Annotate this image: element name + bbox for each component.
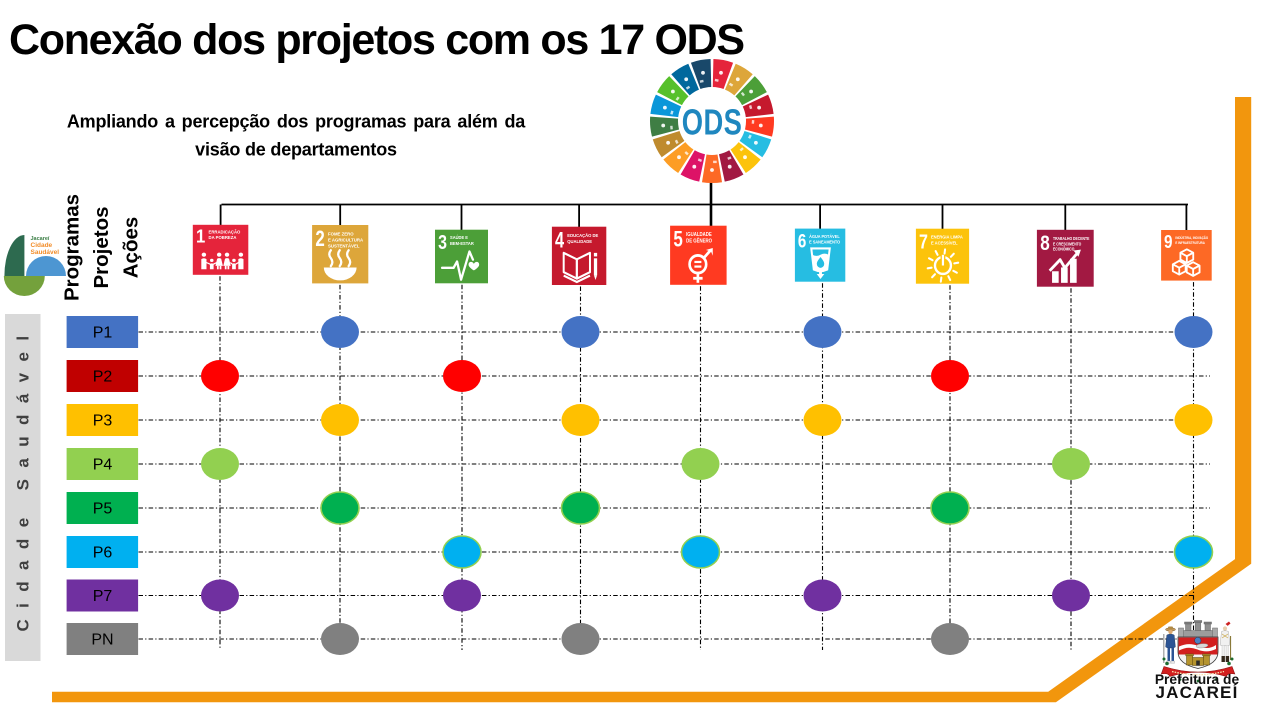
svg-text:P7: P7 xyxy=(93,588,113,605)
svg-text:P2: P2 xyxy=(93,369,113,386)
svg-text:Prefeitura de: Prefeitura de xyxy=(1155,672,1240,687)
svg-text:INDÚSTRIA, INOVAÇÃO: INDÚSTRIA, INOVAÇÃO xyxy=(1175,235,1208,241)
svg-text:BEM-ESTAR: BEM-ESTAR xyxy=(450,241,475,246)
svg-text:Ampliando a percepção dos prog: Ampliando a percepção dos programas para… xyxy=(67,112,526,132)
svg-text:Conexão dos projetos com os 17: Conexão dos projetos com os 17 ODS xyxy=(9,16,744,64)
svg-text:P6: P6 xyxy=(93,545,113,562)
svg-text:7: 7 xyxy=(919,229,928,252)
svg-text:Saudável: Saudável xyxy=(31,249,60,256)
svg-text:DE GÊNERO: DE GÊNERO xyxy=(686,236,712,243)
svg-text:P3: P3 xyxy=(93,413,113,430)
svg-text:E CRESCIMENTO: E CRESCIMENTO xyxy=(1053,242,1081,246)
svg-text:5: 5 xyxy=(673,228,682,253)
svg-text:P5: P5 xyxy=(93,501,113,518)
svg-text:E AGRICULTURA: E AGRICULTURA xyxy=(328,237,364,242)
svg-text:P1: P1 xyxy=(93,325,113,342)
svg-text:Projetos: Projetos xyxy=(90,206,113,288)
svg-text:P4: P4 xyxy=(93,457,113,474)
svg-text:9: 9 xyxy=(1164,230,1172,252)
svg-text:ÁGUA POTÁVEL: ÁGUA POTÁVEL xyxy=(809,234,840,239)
svg-text:2: 2 xyxy=(315,227,325,252)
svg-text:E ACESSÍVEL: E ACESSÍVEL xyxy=(931,240,958,245)
svg-text:PN: PN xyxy=(91,632,113,649)
svg-text:3: 3 xyxy=(438,231,447,253)
svg-text:ERRADICAÇÃO: ERRADICAÇÃO xyxy=(209,230,242,235)
svg-text:ODS: ODS xyxy=(682,102,742,143)
svg-text:TRABALHO DECENTE: TRABALHO DECENTE xyxy=(1053,237,1090,241)
svg-text:8: 8 xyxy=(1040,232,1050,255)
svg-text:Jacareí: Jacareí xyxy=(31,236,50,242)
svg-text:E SANEAMENTO: E SANEAMENTO xyxy=(809,239,841,244)
svg-text:Programas: Programas xyxy=(61,194,84,301)
svg-text:4: 4 xyxy=(555,229,564,253)
svg-text:ENERGIA LIMPA: ENERGIA LIMPA xyxy=(931,234,964,239)
svg-text:SAÚDE E: SAÚDE E xyxy=(450,235,468,240)
svg-text:IGUALDADE: IGUALDADE xyxy=(686,232,712,237)
svg-text:JACAREÍ: JACAREÍ xyxy=(1155,683,1238,702)
svg-text:FOME ZERO: FOME ZERO xyxy=(328,231,354,236)
svg-text:visão de departamentos: visão de departamentos xyxy=(195,140,397,160)
svg-text:DA POBREZA: DA POBREZA xyxy=(209,235,237,240)
svg-text:QUALIDADE: QUALIDADE xyxy=(567,239,592,244)
svg-text:SUSTENTÁVEL: SUSTENTÁVEL xyxy=(328,242,360,248)
svg-text:Ações: Ações xyxy=(120,217,143,279)
svg-text:EDUCAÇÃO DE: EDUCAÇÃO DE xyxy=(567,232,598,238)
svg-text:Cidade: Cidade xyxy=(31,242,53,249)
svg-text:ECONÔMICO: ECONÔMICO xyxy=(1053,246,1074,252)
svg-text:Cidade Saudável: Cidade Saudável xyxy=(14,324,33,631)
svg-text:E INFRAESTRUTURA: E INFRAESTRUTURA xyxy=(1175,240,1205,244)
svg-text:1: 1 xyxy=(196,226,205,247)
svg-text:6: 6 xyxy=(798,230,807,252)
